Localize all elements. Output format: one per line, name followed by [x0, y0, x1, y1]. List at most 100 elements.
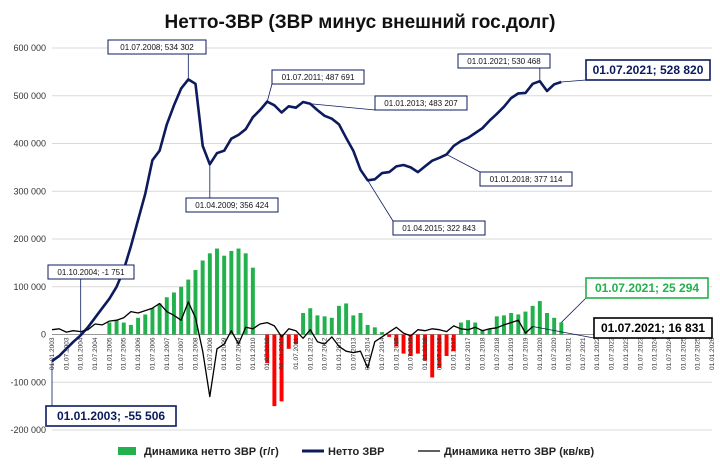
x-tick-label: 01.07.2016 [436, 337, 443, 370]
bar-2-15 [157, 303, 162, 335]
x-tick-label: 01.01.2005 [106, 337, 113, 370]
bar-2-47 [387, 334, 392, 337]
line-series-0 [51, 78, 562, 363]
callout-label: 01.04.2009; 356 424 [195, 201, 269, 210]
x-tick-label: 01.01.2007 [164, 337, 171, 370]
bar-2-45 [372, 327, 377, 335]
bar-2-71 [559, 322, 564, 335]
bar-2-18 [179, 286, 184, 335]
bar-2-39 [329, 317, 334, 335]
legend-label: Динамика нетто ЗВР (кв/кв) [444, 446, 594, 458]
bar-2-25 [229, 250, 234, 335]
x-tick-label: 01.07.2024 [666, 337, 673, 370]
bar-2-60 [480, 329, 485, 335]
bar-2-12 [136, 317, 141, 335]
bar-2-10 [121, 322, 126, 335]
bar-2-13 [143, 314, 148, 335]
bar-2-41 [344, 303, 349, 335]
bar-2-64 [509, 313, 514, 335]
x-tick-label: 01.01.2018 [479, 337, 486, 370]
bar-2-9 [114, 320, 119, 335]
callout-leader [446, 154, 481, 173]
bar-2-55 [444, 334, 449, 356]
bar-series [107, 248, 564, 407]
callout-label: 01.01.2003; -55 506 [57, 409, 165, 423]
x-tick-label: 01.07.2010 [264, 337, 271, 370]
callout-label: 01.07.2021; 16 831 [601, 321, 705, 335]
x-tick-label: 01.07.2018 [494, 337, 501, 370]
x-tick-label: 01.07.2013 [350, 337, 357, 370]
x-tick-label: 01.07.2019 [522, 337, 529, 370]
callout-box [479, 171, 573, 187]
chart-title: Нетто-ЗВР (ЗВР минус внешний гос.долг) [164, 12, 555, 33]
line-series [51, 78, 562, 398]
line-series-1 [51, 301, 534, 398]
y-axis: 600 000 500 000 400 000 300 000 200 000 100 0… [10, 43, 46, 435]
bar-2-23 [215, 248, 219, 335]
legend-swatch [118, 447, 136, 455]
x-tick-label: 01.07.2008 [207, 337, 214, 370]
callout-box [593, 317, 713, 339]
bar-2-53 [430, 334, 435, 378]
y-tick-label: 100 000 [13, 282, 46, 292]
x-tick-label: 01.01.2024 [652, 337, 659, 370]
bar-2-20 [193, 270, 198, 335]
bar-2-50 [408, 334, 413, 356]
bar-2-36 [308, 308, 313, 335]
bar-2-52 [423, 334, 428, 361]
legend-label: Динамика нетто ЗВР (г/г) [144, 446, 279, 458]
bar-2-21 [200, 260, 205, 335]
x-tick-label: 01.01.2012 [307, 337, 314, 370]
bar-2-68 [537, 301, 542, 335]
y-tick-label: 600 000 [13, 43, 46, 53]
callout-label: 01.01.2021; 530 468 [467, 57, 541, 66]
callout-box [45, 405, 177, 427]
x-tick-label: 01.01.2003 [49, 337, 56, 370]
callout-box [585, 277, 709, 299]
x-tick-label: 01.01.2013 [336, 337, 343, 370]
x-tick-label: 01.07.2014 [379, 337, 386, 370]
y-tick-label: 500 000 [13, 91, 46, 101]
bar-2-19 [186, 279, 191, 335]
bar-2-42 [351, 315, 356, 335]
x-tick-label: 01.01.2020 [537, 337, 544, 370]
bar-2-48 [394, 334, 399, 347]
bar-2-24 [222, 255, 227, 335]
callout-label: 01.04.2015; 322 843 [402, 224, 476, 233]
bar-2-37 [315, 315, 320, 335]
bar-2-32 [279, 334, 284, 402]
callout-box [585, 59, 711, 81]
callout-label: 01.01.2018; 377 114 [490, 175, 563, 184]
x-tick-label: 01.07.2009 [236, 337, 243, 370]
x-tick-label: 01.07.2005 [121, 337, 128, 370]
bar-2-59 [473, 322, 478, 335]
x-tick-label: 01.07.2021 [580, 337, 587, 370]
bar-2-54 [437, 334, 442, 368]
bar-2-67 [530, 305, 535, 335]
bar-2-11 [128, 324, 133, 335]
x-tick-label: 01.01.2009 [221, 337, 228, 370]
x-tick-label: 01.01.2025 [680, 337, 687, 370]
bar-2-43 [358, 313, 363, 335]
callout-label: 01.10.2004; -1 751 [57, 268, 125, 277]
y-tick-label: 200 000 [13, 234, 46, 244]
x-tick-label: 01.07.2020 [551, 337, 558, 370]
bar-2-70 [552, 317, 557, 335]
bar-2-51 [415, 334, 420, 354]
bar-2-61 [487, 328, 492, 335]
bar-2-8 [107, 322, 112, 335]
y-tick-label: 0 [41, 330, 46, 340]
x-tick-label: 01.01.2016 [422, 337, 429, 370]
callout-label: 01.07.2021; 25 294 [595, 281, 699, 295]
x-tick-label: 01.07.2012 [322, 337, 329, 370]
callout-label: 01.07.2008; 534 302 [120, 43, 194, 52]
x-tick-label: 01.01.2026 [709, 337, 716, 370]
callout-box [457, 53, 551, 69]
callout-box [107, 39, 207, 55]
x-tick-label: 01.07.2003 [63, 337, 70, 370]
callout-leader [532, 326, 595, 339]
x-tick-label: 01.01.2004 [78, 337, 85, 370]
x-tick-label: 01.07.2004 [92, 337, 99, 370]
x-tick-label: 01.01.2010 [250, 337, 257, 370]
x-tick-label: 01.01.2022 [594, 337, 601, 370]
